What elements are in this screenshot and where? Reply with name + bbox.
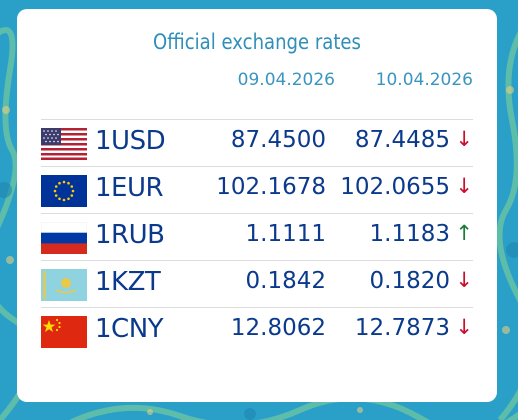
rate-current: 87.4485 xyxy=(354,127,450,153)
rate-current: 12.7873 xyxy=(354,315,450,341)
trend-down-icon: ↓ xyxy=(455,174,473,198)
rate-previous: 0.1842 xyxy=(245,268,326,294)
usa-flag-icon xyxy=(41,128,87,160)
date-column-current: 10.04.2026 xyxy=(375,70,473,90)
kazakhstan-flag-icon xyxy=(41,269,87,301)
rate-previous: 102.1678 xyxy=(216,174,326,200)
currency-code: 1EUR xyxy=(95,173,164,203)
rate-previous: 1.1111 xyxy=(245,221,326,247)
rate-row-usd: 1USD 87.4500 87.4485 ↓ xyxy=(41,119,473,167)
exchange-rates-card: Official exchange rates 09.04.2026 10.04… xyxy=(17,9,497,402)
widget-title: Official exchange rates xyxy=(153,30,361,54)
currency-code: 1RUB xyxy=(95,220,165,250)
date-column-previous: 09.04.2026 xyxy=(237,70,335,90)
rate-current: 1.1183 xyxy=(369,221,450,247)
rate-previous: 12.8062 xyxy=(230,315,326,341)
rate-previous: 87.4500 xyxy=(230,127,326,153)
rate-row-kzt: 1KZT 0.1842 0.1820 ↓ xyxy=(41,260,473,308)
trend-down-icon: ↓ xyxy=(455,315,473,339)
trend-up-icon: ↑ xyxy=(455,221,473,245)
china-flag-icon xyxy=(41,316,87,348)
trend-down-icon: ↓ xyxy=(455,127,473,151)
trend-down-icon: ↓ xyxy=(455,268,473,292)
rate-row-cny: 1CNY 12.8062 12.7873 ↓ xyxy=(41,307,473,355)
currency-code: 1KZT xyxy=(95,267,161,297)
rate-row-rub: 1RUB 1.1111 1.1183 ↑ xyxy=(41,213,473,261)
currency-code: 1CNY xyxy=(95,314,164,344)
currency-code: 1USD xyxy=(95,126,166,156)
rate-current: 0.1820 xyxy=(369,268,450,294)
eu-flag-icon xyxy=(41,175,87,207)
rate-current: 102.0655 xyxy=(340,174,450,200)
rate-row-eur: 1EUR 102.1678 102.0655 ↓ xyxy=(41,166,473,214)
russia-flag-icon xyxy=(41,222,87,254)
